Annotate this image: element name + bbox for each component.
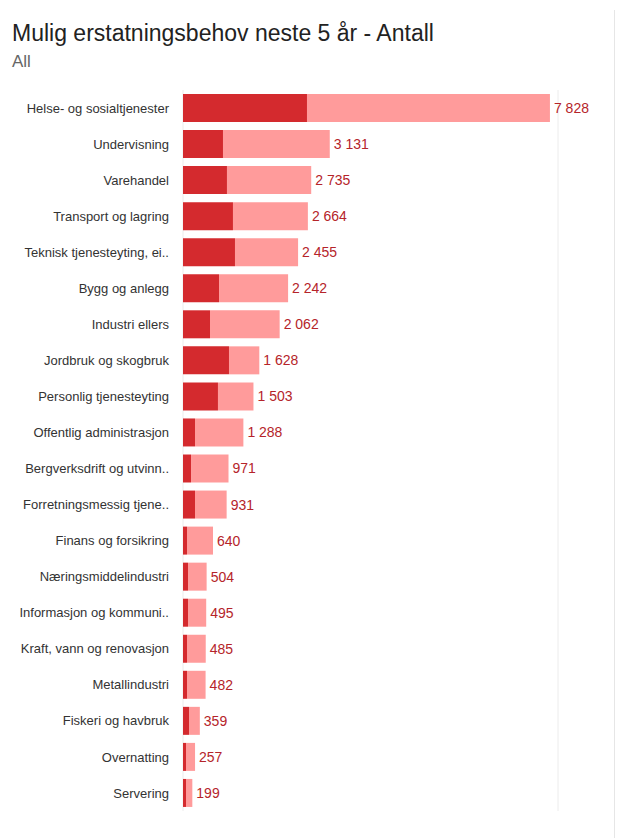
svg-text:2 664: 2 664	[312, 208, 347, 224]
svg-text:Næringsmiddelindustri: Næringsmiddelindustri	[40, 569, 169, 584]
svg-text:2 062: 2 062	[284, 316, 319, 332]
svg-text:Forretningsmessig tjene..: Forretningsmessig tjene..	[23, 497, 169, 512]
svg-text:504: 504	[211, 569, 235, 585]
svg-text:Varehandel: Varehandel	[103, 173, 169, 188]
svg-text:Servering: Servering	[113, 786, 169, 801]
svg-text:485: 485	[210, 641, 234, 657]
svg-text:Fiskeri og havbruk: Fiskeri og havbruk	[63, 713, 170, 728]
svg-text:Industri ellers: Industri ellers	[92, 317, 170, 332]
svg-text:Jordbruk og skogbruk: Jordbruk og skogbruk	[44, 353, 170, 368]
svg-text:7 828: 7 828	[554, 100, 589, 116]
svg-text:257: 257	[199, 749, 223, 765]
svg-text:Informasjon og kommuni..: Informasjon og kommuni..	[19, 605, 169, 620]
html-text:Mulig erstatningsbehov neste 5: Mulig erstatningsbehov neste 5 år - Anta…	[12, 20, 434, 46]
svg-text:482: 482	[210, 677, 234, 693]
html-text:All: All	[12, 52, 31, 71]
svg-text:Metallindustri: Metallindustri	[92, 677, 169, 692]
svg-text:Undervisning: Undervisning	[93, 137, 169, 152]
svg-text:Helse- og sosialtjenester: Helse- og sosialtjenester	[27, 101, 170, 116]
svg-text:971: 971	[233, 460, 257, 476]
svg-text:Kraft, vann og renovasjon: Kraft, vann og renovasjon	[21, 641, 169, 656]
svg-text:2 242: 2 242	[292, 280, 327, 296]
svg-text:931: 931	[231, 497, 255, 513]
svg-text:1 503: 1 503	[257, 388, 292, 404]
svg-text:Personlig tjenesteyting: Personlig tjenesteyting	[38, 389, 169, 404]
svg-text:359: 359	[204, 713, 228, 729]
svg-text:1 288: 1 288	[247, 424, 282, 440]
svg-text:3 131: 3 131	[334, 136, 369, 152]
svg-text:Bygg og anlegg: Bygg og anlegg	[79, 281, 169, 296]
svg-text:2 455: 2 455	[302, 244, 337, 260]
svg-text:199: 199	[196, 785, 220, 801]
svg-text:Finans og forsikring: Finans og forsikring	[56, 533, 169, 548]
svg-text:Transport og lagring: Transport og lagring	[53, 209, 169, 224]
svg-text:Teknisk tjenesteyting, ei..: Teknisk tjenesteyting, ei..	[24, 245, 169, 260]
svg-text:Offentlig administrasjon: Offentlig administrasjon	[33, 425, 169, 440]
svg-text:640: 640	[217, 533, 241, 549]
svg-text:1 628: 1 628	[263, 352, 298, 368]
svg-text:495: 495	[210, 605, 234, 621]
svg-text:Overnatting: Overnatting	[102, 750, 169, 765]
svg-text:Bergverksdrift og utvinn..: Bergverksdrift og utvinn..	[25, 461, 169, 476]
svg-text:2 735: 2 735	[315, 172, 350, 188]
